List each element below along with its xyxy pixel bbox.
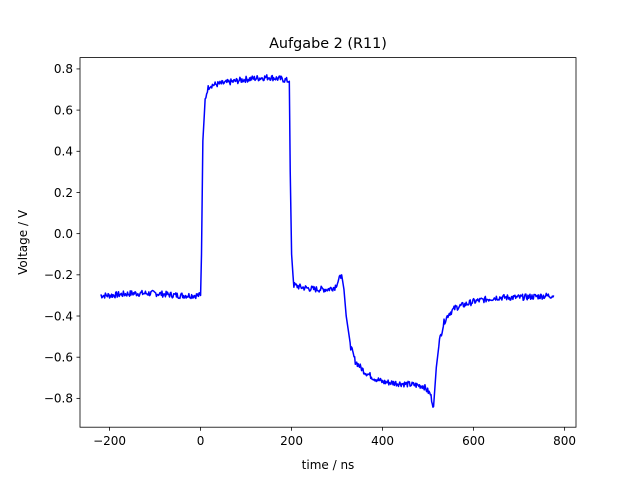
y-tick-label: 0.6 [54, 103, 73, 117]
x-tick-label: 0 [197, 434, 205, 448]
x-tick-label: −200 [93, 434, 126, 448]
x-tick-label: 200 [280, 434, 303, 448]
x-tick-label: 600 [462, 434, 485, 448]
y-axis-label: Voltage / V [16, 209, 30, 275]
plot-area [100, 74, 555, 408]
y-tick-label: −0.6 [44, 350, 73, 364]
y-tick-label: 0.8 [54, 62, 73, 76]
plot-frame [79, 57, 577, 428]
chart-title: Aufgabe 2 (R11) [269, 36, 387, 52]
y-tick-label: −0.4 [44, 309, 73, 323]
x-tick-label: 400 [371, 434, 394, 448]
y-tick-label: 0.2 [54, 186, 73, 200]
y-tick-label: 0.0 [54, 227, 73, 241]
x-tick-label: 800 [553, 434, 576, 448]
y-tick-label: −0.8 [44, 392, 73, 406]
x-axis-label: time / ns [302, 458, 355, 472]
axes: −200 0 200 400 600 800 −0.8 −0.6 −0.4 −0.2 0.0 0.2 0… [44, 62, 576, 448]
y-tick-label: −0.2 [44, 268, 73, 282]
y-tick-label: 0.4 [54, 145, 73, 159]
series-line [100, 74, 555, 408]
